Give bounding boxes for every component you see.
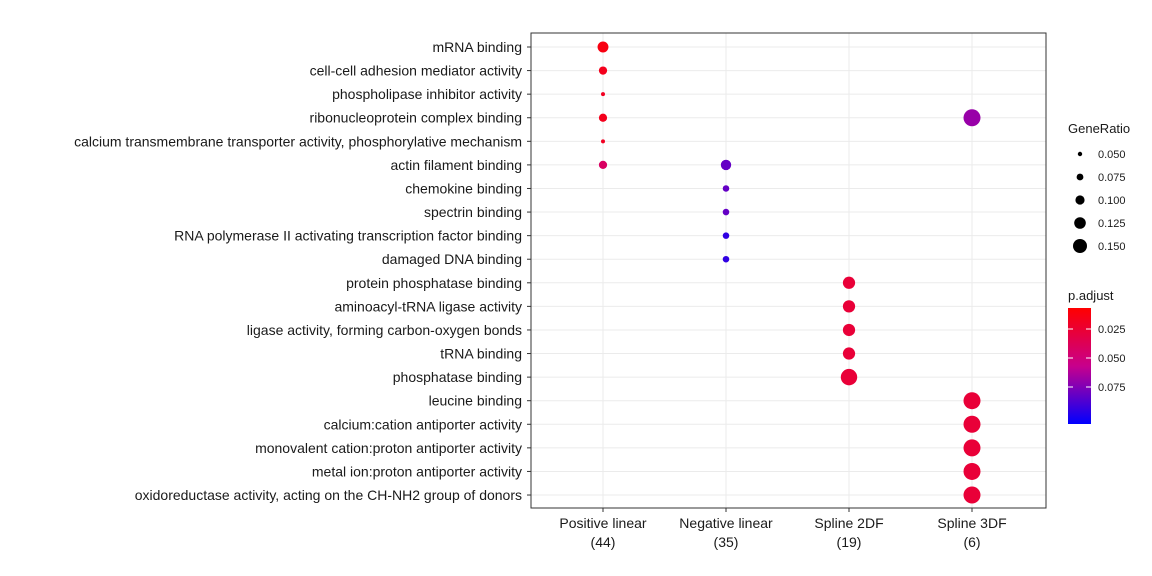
data-point: [963, 462, 981, 480]
x-tick-label: Spline 3DF: [937, 515, 1006, 531]
data-point: [598, 160, 608, 170]
x-tick-label: Spline 2DF: [814, 515, 883, 531]
y-tick-label: ribonucleoprotein complex binding: [310, 110, 522, 126]
size-legend-dot: [1073, 239, 1087, 253]
y-tick-label: ligase activity, forming carbon-oxygen b…: [247, 322, 522, 338]
data-point: [722, 208, 730, 216]
data-point: [601, 139, 605, 144]
y-tick-label: actin filament binding: [390, 157, 522, 173]
data-point: [840, 368, 858, 386]
size-legend-label: 0.100: [1098, 195, 1126, 207]
data-point: [722, 255, 730, 263]
panel-area: [531, 33, 1046, 508]
color-legend-label: 0.050: [1098, 353, 1126, 365]
x-tick-count: (35): [714, 534, 739, 550]
y-tick-label: monovalent cation:proton antiporter acti…: [255, 440, 522, 456]
data-point: [842, 347, 856, 360]
size-legend-label: 0.050: [1098, 149, 1126, 161]
data-point: [720, 159, 732, 171]
size-legend-dot: [1075, 195, 1085, 205]
y-tick-label: phospholipase inhibitor activity: [332, 86, 522, 102]
grid-lines: [531, 33, 1046, 508]
y-tick-label: mRNA binding: [433, 39, 523, 55]
data-point: [963, 486, 981, 504]
size-legend-items: 0.050 0.075 0.100 0.125 0.150: [1073, 149, 1126, 253]
data-point: [963, 415, 981, 433]
data-point: [598, 113, 608, 122]
x-tick-label: Negative linear: [679, 515, 773, 531]
y-tick-label: leucine binding: [429, 393, 522, 409]
panel-border: [530, 32, 1047, 509]
color-legend-title: p.adjust: [1068, 288, 1114, 303]
y-tick-label: metal ion:proton antiporter activity: [312, 463, 522, 479]
y-tick-label: spectrin binding: [424, 204, 522, 220]
y-tick-label: aminoacyl-tRNA ligase activity: [334, 298, 522, 314]
y-tick-label: phosphatase binding: [393, 369, 522, 385]
y-tick-label: oxidoreductase activity, acting on the C…: [135, 487, 522, 503]
size-legend-dot: [1074, 217, 1086, 229]
size-legend-title: GeneRatio: [1068, 121, 1130, 136]
y-tick-label: calcium:cation antiporter activity: [324, 416, 522, 432]
y-axis-labels: mRNA binding cell-cell adhesion mediator …: [74, 39, 531, 503]
x-axis-labels: Positive linear (44) Negative linear (35) Sp…: [559, 508, 1007, 550]
color-legend: p.adjust 0.025 0.050 0.075: [1068, 288, 1126, 424]
x-tick-count: (44): [591, 534, 616, 550]
color-legend-label: 0.025: [1098, 324, 1126, 336]
data-points: [597, 41, 981, 504]
size-legend-label: 0.075: [1098, 172, 1126, 184]
y-tick-label: calcium transmembrane transporter activi…: [74, 133, 522, 149]
data-point: [963, 392, 981, 410]
data-point: [598, 66, 608, 75]
data-point: [963, 439, 981, 457]
x-tick-label: Positive linear: [559, 515, 646, 531]
data-point: [601, 92, 605, 97]
size-legend-dot: [1076, 173, 1084, 181]
y-tick-label: cell-cell adhesion mediator activity: [310, 63, 522, 79]
data-point: [842, 300, 856, 313]
data-point: [842, 323, 856, 337]
data-point: [722, 185, 730, 192]
data-point: [722, 232, 730, 239]
data-point: [842, 276, 856, 289]
data-point: [597, 41, 609, 53]
y-tick-label: chemokine binding: [405, 180, 522, 196]
size-legend: GeneRatio 0.050 0.075 0.100 0.125 0.150: [1068, 121, 1130, 253]
data-point: [963, 109, 981, 127]
y-tick-label: tRNA binding: [440, 346, 522, 362]
y-tick-label: damaged DNA binding: [382, 251, 522, 267]
color-legend-items: 0.025 0.050 0.075: [1068, 324, 1126, 394]
panel-background: [531, 33, 1046, 508]
size-legend-label: 0.150: [1098, 241, 1126, 253]
y-tick-label: protein phosphatase binding: [346, 275, 522, 291]
color-legend-label: 0.075: [1098, 382, 1126, 394]
x-tick-count: (6): [963, 534, 980, 550]
x-tick-count: (19): [837, 534, 862, 550]
size-legend-label: 0.125: [1098, 218, 1126, 230]
color-legend-bar: [1068, 308, 1091, 424]
y-tick-label: RNA polymerase II activating transcripti…: [174, 228, 522, 244]
size-legend-dot: [1077, 151, 1083, 157]
